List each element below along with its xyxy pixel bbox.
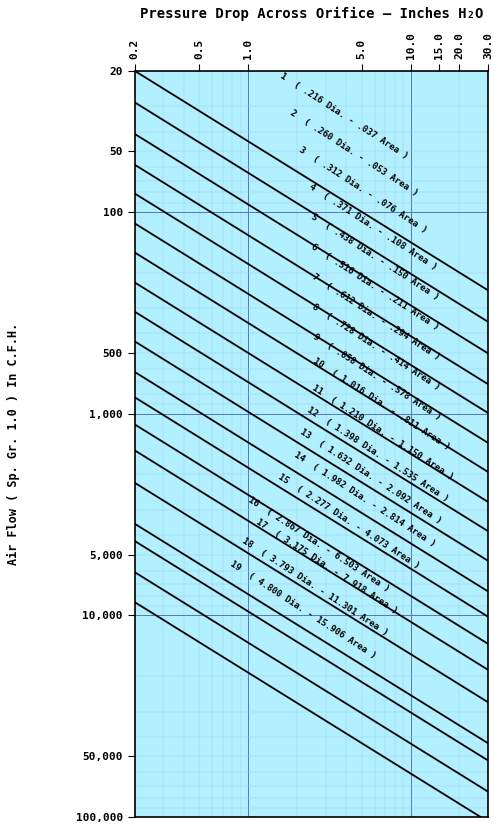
Text: 4  ( .371 Dia. - .108 Area ): 4 ( .371 Dia. - .108 Area ) xyxy=(308,183,439,272)
Text: 11  ( 1.210 Dia. - 1.150 Area ): 11 ( 1.210 Dia. - 1.150 Area ) xyxy=(310,383,456,481)
Text: 6  ( .516 Dia. - .211 Area ): 6 ( .516 Dia. - .211 Area ) xyxy=(310,242,440,332)
Text: 2  ( .260 Dia. - .053 Area ): 2 ( .260 Dia. - .053 Area ) xyxy=(288,108,420,198)
Text: 7  ( .612 Dia. - .294 Area ): 7 ( .612 Dia. - .294 Area ) xyxy=(311,272,442,362)
Text: 13  ( 1.632 Dia. - 2.092 Area ): 13 ( 1.632 Dia. - 2.092 Area ) xyxy=(298,427,443,526)
Text: 5  ( .438 Dia. - .150 Area ): 5 ( .438 Dia. - .150 Area ) xyxy=(310,212,440,302)
Text: 9  ( .858 Dia. - .578 Area ): 9 ( .858 Dia. - .578 Area ) xyxy=(312,332,442,422)
Text: 1  ( .216 Dia. - .037 Area ): 1 ( .216 Dia. - .037 Area ) xyxy=(279,71,410,160)
Text: 3  ( .312 Dia. - .076 Area ): 3 ( .312 Dia. - .076 Area ) xyxy=(298,145,428,235)
Text: 8  ( .728 Dia. - .414 Area ): 8 ( .728 Dia. - .414 Area ) xyxy=(310,302,442,392)
Text: 12  ( 1.398 Dia. - 1.535 Area ): 12 ( 1.398 Dia. - 1.535 Area ) xyxy=(306,405,450,504)
Y-axis label: Air Flow ( Sp. Gr. 1.0 ) In C.F.H.: Air Flow ( Sp. Gr. 1.0 ) In C.F.H. xyxy=(7,323,20,565)
Text: 18  ( 3.793 Dia. - 11.301 Area ): 18 ( 3.793 Dia. - 11.301 Area ) xyxy=(240,537,390,638)
Text: 19  ( 4.800 Dia. - 15.906 Area ): 19 ( 4.800 Dia. - 15.906 Area ) xyxy=(228,559,378,661)
Text: 10  ( 1.016 Dia. - .811 Area ): 10 ( 1.016 Dia. - .811 Area ) xyxy=(312,356,452,452)
Text: 15  ( 2.277 Dia. - 4.073 Area ): 15 ( 2.277 Dia. - 4.073 Area ) xyxy=(276,472,421,571)
Text: 14  ( 1.982 Dia. - 2.814 Area ): 14 ( 1.982 Dia. - 2.814 Area ) xyxy=(292,450,437,549)
Title: Pressure Drop Across Orifice – Inches H₂O: Pressure Drop Across Orifice – Inches H₂… xyxy=(140,7,483,21)
Text: 16  ( 2.867 Dia. - 6.503 Area ): 16 ( 2.867 Dia. - 6.503 Area ) xyxy=(246,495,391,593)
Text: 17  ( 3.175 Dia. - 7.918 Area ): 17 ( 3.175 Dia. - 7.918 Area ) xyxy=(254,517,400,616)
